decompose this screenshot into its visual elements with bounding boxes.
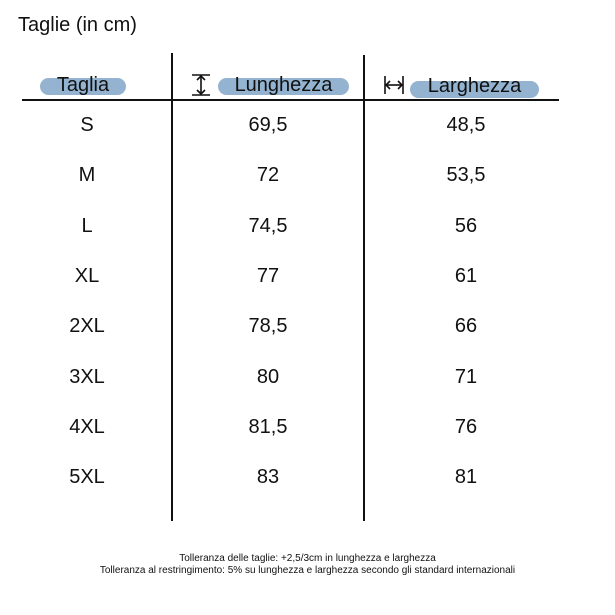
cell-width: 61 [454, 264, 478, 287]
header-width: Larghezza [427, 75, 522, 97]
cell-width: 71 [454, 365, 478, 388]
cell-width: 53,5 [446, 164, 486, 187]
cell-width: 48,5 [446, 114, 486, 136]
cell-size: 5XL [69, 466, 105, 489]
cell-width: 66 [454, 315, 478, 338]
cell-size: S [80, 114, 94, 136]
cell-length: 72 [256, 164, 280, 187]
cell-size: 4XL [69, 415, 105, 438]
cell-size: M [78, 164, 96, 187]
cell-length: 74,5 [248, 214, 288, 237]
cell-length: 81,5 [248, 415, 288, 438]
header-pill [410, 81, 539, 98]
cell-length: 80 [256, 365, 280, 388]
vertical-arrow-icon [192, 74, 210, 96]
tolerance-note: Tolleranza delle taglie: +2,5/3cm in lun… [179, 553, 436, 564]
cell-width: 76 [454, 415, 478, 438]
header-pill [218, 78, 349, 95]
cell-size: XL [74, 264, 100, 287]
shrinkage-note: Tolleranza al restringimento: 5% su lung… [99, 565, 516, 576]
page-title: Taglie (in cm) [18, 14, 137, 36]
cell-length: 78,5 [248, 315, 288, 338]
cell-width: 81 [454, 466, 478, 489]
column-divider [171, 53, 173, 521]
header-length: Lunghezza [234, 74, 333, 96]
cell-size: 3XL [69, 365, 105, 388]
column-divider [363, 55, 365, 521]
horizontal-arrow-icon [384, 76, 404, 94]
header-pill [40, 78, 126, 95]
cell-width: 56 [454, 214, 478, 237]
cell-size: 2XL [69, 315, 105, 338]
header-divider [22, 99, 559, 101]
cell-length: 69,5 [248, 114, 288, 136]
cell-size: L [81, 214, 93, 237]
cell-length: 77 [256, 264, 280, 287]
cell-length: 83 [256, 466, 280, 489]
header-size: Taglia [56, 74, 110, 96]
